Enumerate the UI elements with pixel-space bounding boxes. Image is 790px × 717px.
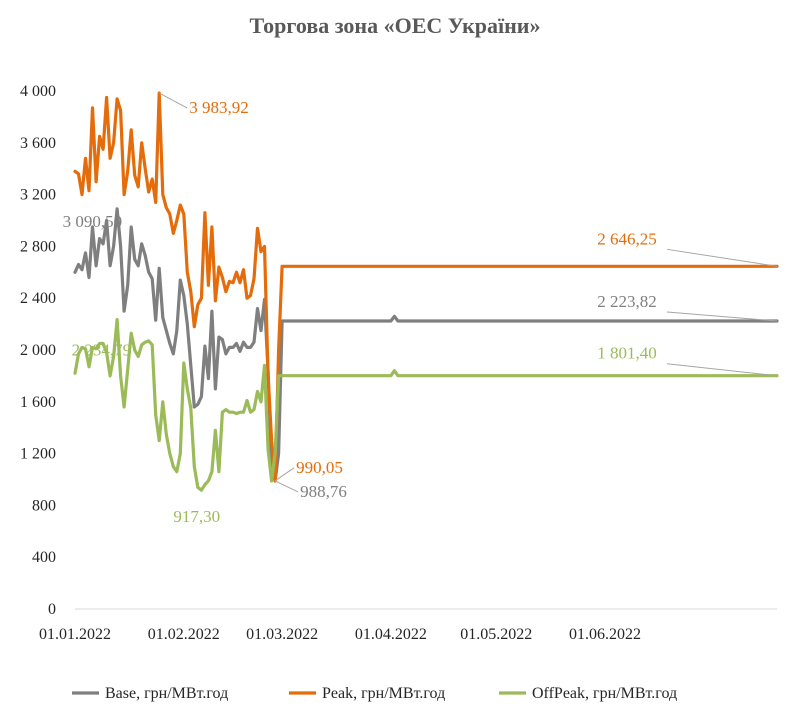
- series-line-1: [73, 91, 779, 483]
- y-tick-label: 400: [32, 549, 56, 566]
- y-tick-label: 0: [48, 601, 56, 618]
- data-label-leader: [666, 248, 778, 267]
- plot-area: [73, 91, 779, 492]
- legend-label: OffPeak, грн/МВт.год: [532, 685, 677, 702]
- x-tick-label: 01.06.2022: [569, 626, 641, 643]
- data-label-leader: [274, 467, 295, 482]
- y-tick-label: 800: [32, 497, 56, 514]
- x-tick-label: 01.04.2022: [355, 626, 427, 643]
- data-label-leader: [159, 92, 188, 109]
- data-label: 917,30: [173, 507, 220, 526]
- x-tick-label: 01.02.2022: [148, 626, 220, 643]
- y-tick-label: 3 200: [20, 187, 56, 204]
- data-labels: 3 983,92 3 090,50 2 234,79 2 646,25 2 223,82…: [63, 92, 778, 526]
- data-label: 3 983,92: [189, 98, 249, 117]
- data-label-leader: [666, 363, 778, 377]
- data-label-leader: [274, 480, 299, 493]
- y-tick-label: 2 400: [20, 290, 56, 307]
- data-label: 2 223,82: [597, 292, 657, 311]
- series-line-2: [73, 318, 779, 492]
- y-tick-label: 1 600: [20, 394, 56, 411]
- x-tick-label: 01.01.2022: [39, 626, 111, 643]
- data-label-leader: [666, 311, 778, 322]
- x-tick-label: 01.03.2022: [246, 626, 318, 643]
- legend-label: Base, грн/МВт.год: [105, 685, 228, 702]
- x-tick-label: 01.05.2022: [460, 626, 532, 643]
- data-label: 988,76: [300, 482, 347, 501]
- data-label: 2 646,25: [597, 229, 657, 248]
- y-axis: 0 400 800 1 200 1 600 2 000 2 400 2 800 3 200 3 6…: [20, 83, 56, 618]
- data-label: 1 801,40: [597, 344, 657, 363]
- data-label: 2 234,79: [72, 341, 132, 360]
- data-label: 990,05: [296, 458, 343, 477]
- legend-label: Peak, грн/МВт.год: [322, 685, 445, 702]
- legend: Base, грн/МВт.год Peak, грн/МВт.год OffPea…: [72, 685, 677, 702]
- y-tick-label: 3 600: [20, 135, 56, 152]
- y-tick-label: 1 200: [20, 446, 56, 463]
- y-tick-label: 2 000: [20, 342, 56, 359]
- y-tick-label: 2 800: [20, 238, 56, 255]
- data-label: 3 090,50: [63, 212, 123, 231]
- y-tick-label: 4 000: [20, 83, 56, 100]
- x-axis: 01.01.2022 01.02.2022 01.03.2022 01.04.2022…: [39, 626, 641, 643]
- series-line-0: [73, 207, 779, 483]
- chart-title: Торгова зона «ОЕС України»: [250, 13, 541, 38]
